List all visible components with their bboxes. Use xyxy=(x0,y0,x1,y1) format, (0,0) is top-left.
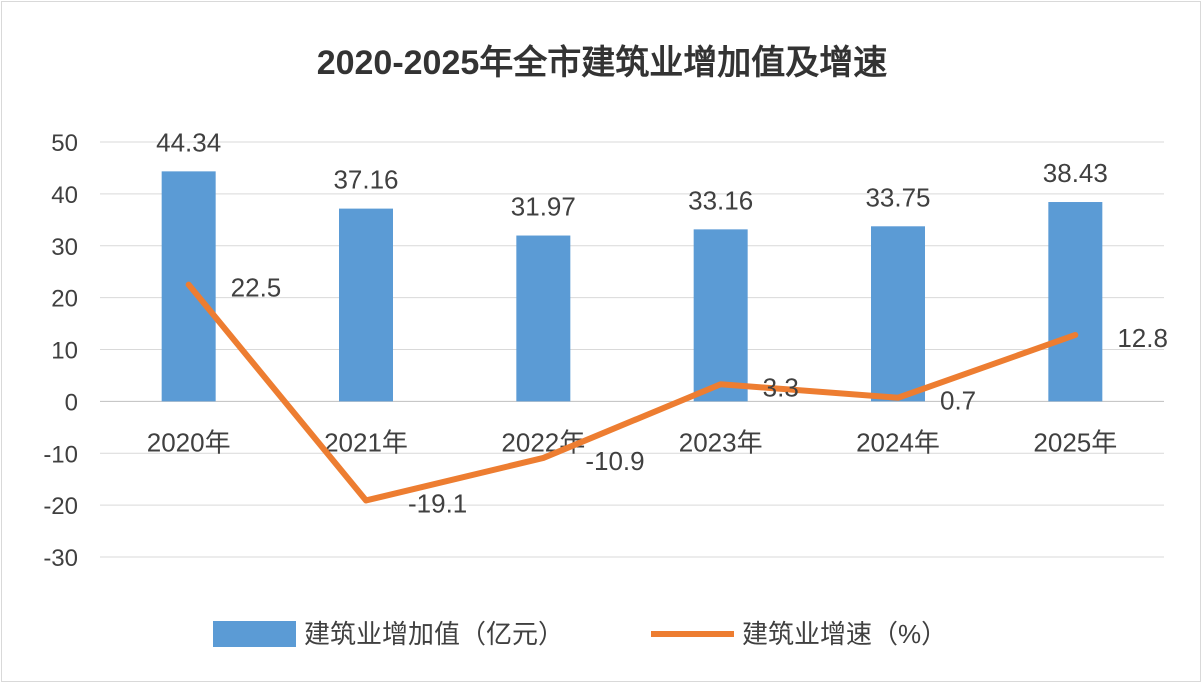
y-tick-label: 0 xyxy=(65,389,78,416)
line-data-label: -19.1 xyxy=(408,488,467,518)
line-point xyxy=(719,383,722,386)
x-tick-label: 2022年 xyxy=(501,427,585,457)
y-tick-label: -20 xyxy=(43,493,78,520)
x-tick-label: 2021年 xyxy=(324,427,408,457)
line-point xyxy=(365,499,367,502)
bar xyxy=(516,235,571,402)
line-point xyxy=(542,456,545,459)
bar-data-label: 38.43 xyxy=(1043,158,1108,188)
y-tick-label: 40 xyxy=(51,182,78,209)
line-data-labels: 22.5 -19.1 -10.9 3.3 0.7 12.8 xyxy=(231,273,1168,519)
x-tick-label: 2025年 xyxy=(1033,427,1117,457)
bar xyxy=(693,229,748,402)
bar xyxy=(871,226,925,402)
x-tick-label: 2024年 xyxy=(856,427,940,457)
chart-title: 2020-2025年全市建筑业增加值及增速 xyxy=(317,43,888,82)
bar-data-label: 33.75 xyxy=(865,182,930,212)
y-axis-ticks: 50 40 30 20 10 0 -10 -20 -30 xyxy=(43,130,78,572)
y-tick-label: 20 xyxy=(51,286,78,313)
line-data-label: -10.9 xyxy=(585,446,644,476)
line-data-label: 12.8 xyxy=(1117,323,1168,353)
bar-data-labels: 44.34 37.16 31.97 33.16 33.75 38.43 xyxy=(156,127,1108,221)
bar xyxy=(339,208,393,402)
legend-label-bar: 建筑业增加值（亿元） xyxy=(304,619,564,649)
line-series xyxy=(185,281,1079,504)
y-tick-label: -10 xyxy=(43,441,78,468)
gridlines xyxy=(100,141,1164,558)
y-tick-label: 50 xyxy=(51,130,78,157)
legend-label-line: 建筑业增速（%） xyxy=(742,619,947,649)
bar-data-label: 31.97 xyxy=(511,192,576,222)
line-data-label: 22.5 xyxy=(231,273,282,303)
bar-data-label: 37.16 xyxy=(333,165,398,195)
line-data-label: 0.7 xyxy=(940,386,976,416)
line-point xyxy=(897,396,899,399)
line-data-label: 3.3 xyxy=(763,372,799,402)
bar xyxy=(1048,202,1103,402)
line-path xyxy=(185,281,1079,504)
bar-series xyxy=(161,171,1103,402)
x-tick-label: 2020年 xyxy=(147,427,231,457)
x-tick-label: 2023年 xyxy=(679,427,763,457)
y-tick-label: -30 xyxy=(43,545,78,572)
bar-data-label: 44.34 xyxy=(156,127,221,157)
line-point xyxy=(1074,333,1077,336)
y-tick-label: 10 xyxy=(51,338,78,365)
y-tick-label: 30 xyxy=(51,234,78,261)
legend-swatch-bar xyxy=(213,621,296,647)
category-labels: 2020年 2021年 2022年 2023年 2024年 2025年 xyxy=(147,427,1118,457)
bar-data-label: 33.16 xyxy=(688,185,753,215)
legend: 建筑业增加值（亿元） 建筑业增速（%） xyxy=(213,619,947,649)
line-point xyxy=(187,283,190,286)
